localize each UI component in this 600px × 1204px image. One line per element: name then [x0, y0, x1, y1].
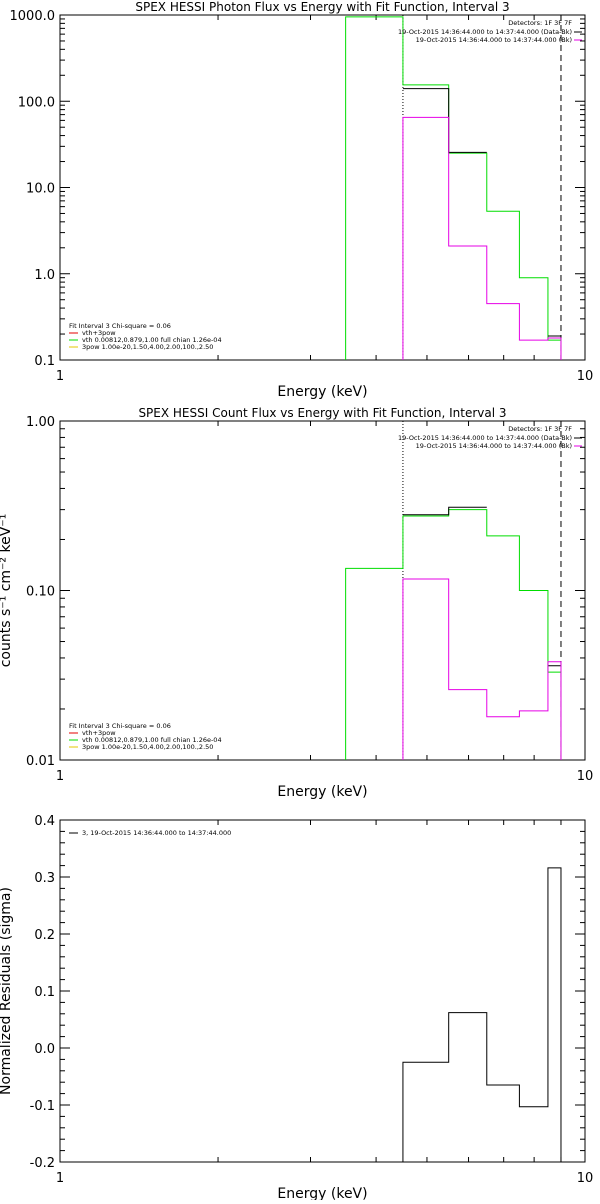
y-axis-label: Normalized Residuals (sigma)	[0, 887, 14, 1095]
y-tick-label: -0.2	[30, 1156, 55, 1171]
legend-entry: vth+3pow	[82, 729, 116, 737]
histogram-series-line	[402, 88, 561, 337]
histogram-series-line	[345, 16, 562, 360]
y-tick-label: 1.00	[26, 415, 55, 430]
legend-entry: Fit Interval 3 Chi-square = 0.06	[69, 722, 171, 730]
plot-frame	[59, 14, 586, 361]
x-tick-label: 1	[56, 369, 64, 384]
x-axis-label: Energy (keV)	[277, 1186, 367, 1200]
y-tick-label: -0.1	[30, 1099, 55, 1114]
histogram-series-line	[345, 509, 562, 760]
legend-entry: vth 0.00812,0.879,1.00 full chian 1.26e-…	[82, 336, 222, 344]
detectors-label: Detectors: 1F 3F 7F	[508, 425, 572, 433]
y-tick-label: 0.10	[26, 585, 55, 600]
photon-flux-panel: SPEX HESSI Photon Flux vs Energy with Fi…	[10, 0, 594, 400]
legend-entry: vth+3pow	[82, 329, 116, 337]
y-tick-label: 100.0	[18, 95, 55, 110]
histogram-series-line	[402, 506, 561, 667]
time-range-label: 19-Oct-2015 14:36:44.000 to 14:37:44.000…	[416, 36, 572, 44]
y-tick-label: 10.0	[26, 182, 55, 197]
plot-frame	[59, 420, 586, 761]
legend-entry: Fit Interval 3 Chi-square = 0.06	[69, 322, 171, 330]
y-tick-label: 0.2	[34, 928, 55, 943]
legend-entry: 3pow 1.00e-20,1.50,4.00,2.00,100.,2.50	[82, 743, 213, 751]
residuals-panel: 1 10 -0.2 -0.1 0.0 0.1 0.2 0.3 0.4 Energy (keV) No…	[0, 814, 594, 1202]
y-tick-label: 1.0	[34, 268, 55, 283]
y-tick-label: 0.3	[34, 871, 55, 886]
x-tick-label: 1	[56, 1171, 64, 1186]
detectors-label: Detectors: 1F 3F 7F	[508, 19, 572, 27]
histogram-series-line	[402, 578, 562, 760]
legend-entry: vth 0.00812,0.879,1.00 full chian 1.26e-…	[82, 736, 222, 744]
y-tick-label: 0.4	[34, 814, 55, 829]
panel-title: SPEX HESSI Photon Flux vs Energy with Fi…	[135, 0, 509, 14]
x-tick-label: 10	[577, 1171, 594, 1186]
histogram-series-line	[402, 116, 562, 360]
x-tick-label: 10	[577, 369, 594, 384]
x-tick-label: 1	[56, 769, 64, 784]
time-range-label: 19-Oct-2015 14:36:44.000 to 14:37:44.000…	[398, 28, 572, 36]
time-range-label: 19-Oct-2015 14:36:44.000 to 14:37:44.000…	[398, 434, 572, 442]
y-tick-label: 0.0	[34, 1042, 55, 1057]
legend-entry: 3, 19-Oct-2015 14:36:44.000 to 14:37:44.…	[82, 829, 231, 837]
y-axis-label: counts s⁻¹ cm⁻² keV⁻¹	[0, 514, 14, 668]
y-tick-label: 1000.0	[10, 9, 56, 24]
y-tick-label: 0.01	[26, 754, 55, 769]
legend-entry: 3pow 1.00e-20,1.50,4.00,2.00,100.,2.50	[82, 343, 213, 351]
time-range-label: 19-Oct-2015 14:36:44.000 to 14:37:44.000…	[416, 442, 572, 450]
x-axis-label: Energy (keV)	[277, 384, 367, 400]
y-tick-label: 0.1	[34, 354, 55, 369]
x-axis-label: Energy (keV)	[277, 784, 367, 800]
x-tick-label: 10	[577, 769, 594, 784]
panel-title: SPEX HESSI Count Flux vs Energy with Fit…	[138, 406, 506, 420]
y-tick-label: 0.1	[34, 985, 55, 1000]
histogram-series-line	[402, 867, 562, 1162]
plot-frame	[59, 819, 586, 1163]
count-flux-panel: SPEX HESSI Count Flux vs Energy with Fit…	[0, 406, 593, 800]
